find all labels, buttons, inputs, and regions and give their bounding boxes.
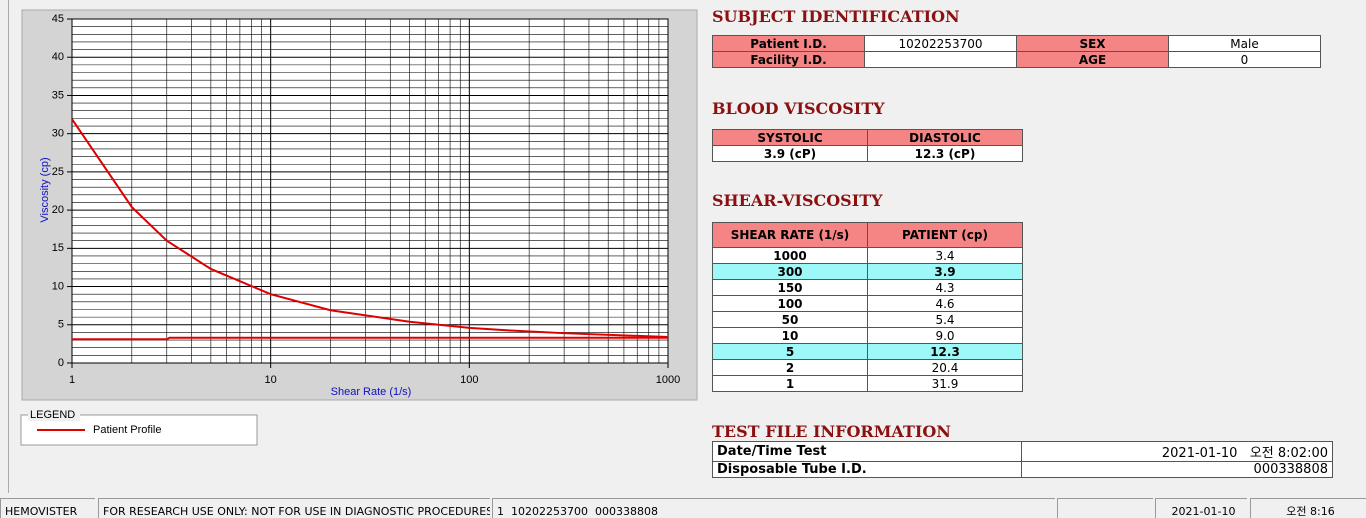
section-title: SUBJECT IDENTIFICATION (712, 7, 960, 26)
test-file-table: Date/Time Test 2021-01-10 오전 8:02:00 Dispo… (712, 441, 1333, 478)
header-cell: PATIENT (cp) (867, 222, 1023, 248)
value-cell: 12.3 (cP) (867, 145, 1023, 162)
table-row: 1 31.9 (712, 375, 1023, 392)
y-axis-label: Viscosity (cp) (39, 157, 51, 222)
status-panel (1057, 498, 1153, 518)
status-panel: HEMOVISTER (0, 498, 95, 518)
table-cell: 5 (712, 343, 868, 360)
chart-panel (8, 0, 699, 493)
value-cell: 000338808 (1021, 461, 1333, 478)
y-tick-label: 0 (58, 357, 64, 369)
chart: Shear Rate (1/s) Viscosity (cp) LEGEND 0… (20, 9, 698, 446)
y-tick-label: 5 (58, 319, 64, 331)
y-tick-label: 40 (52, 51, 64, 63)
label-cell: Patient I.D. (712, 35, 865, 52)
table-row: 10 9.0 (712, 327, 1023, 344)
table-cell: 31.9 (867, 375, 1023, 392)
table-cell: 150 (712, 279, 868, 296)
legend-title-bg (28, 409, 80, 421)
value-cell: 3.9 (cP) (712, 145, 868, 162)
section-title: TEST FILE INFORMATION (712, 422, 951, 441)
x-tick-label: 1000 (656, 374, 680, 386)
plot-area (72, 19, 668, 363)
table-row: 150 4.3 (712, 279, 1023, 296)
status-panel: FOR RESEARCH USE ONLY: NOT FOR USE IN DI… (98, 498, 490, 518)
status-panel: 1 10202253700 000338808 (492, 498, 1055, 518)
x-tick-label: 10 (265, 374, 277, 386)
header-cell: SYSTOLIC (712, 129, 868, 146)
table-cell: 3.4 (867, 247, 1023, 264)
table-cell: 20.4 (867, 359, 1023, 376)
section-title: SHEAR-VISCOSITY (712, 191, 883, 210)
label-cell: Facility I.D. (712, 51, 865, 68)
table-row: 1000 3.4 (712, 247, 1023, 264)
table-cell: 100 (712, 295, 868, 312)
value-cell (864, 51, 1017, 68)
table-cell: 2 (712, 359, 868, 376)
status-panel: 2021-01-10 (1155, 498, 1247, 518)
table-row: Date/Time Test 2021-01-10 오전 8:02:00 (712, 441, 1333, 462)
y-tick-label: 35 (52, 89, 64, 101)
legend-label: Patient Profile (93, 424, 161, 436)
x-tick-label: 100 (460, 374, 478, 386)
header-cell: SHEAR RATE (1/s) (712, 222, 868, 248)
label-cell: AGE (1016, 51, 1169, 68)
table-cell: 4.6 (867, 295, 1023, 312)
label-cell: Date/Time Test (712, 441, 1022, 462)
status-panel: 오전 8:16 (1250, 498, 1366, 518)
table-cell: 300 (712, 263, 868, 280)
y-tick-label: 30 (52, 128, 64, 140)
table-cell: 12.3 (867, 343, 1023, 360)
label-cell: SEX (1016, 35, 1169, 52)
header-cell: DIASTOLIC (867, 129, 1023, 146)
value-cell: 10202253700 (864, 35, 1017, 52)
table-cell: 10 (712, 327, 868, 344)
y-tick-label: 15 (52, 242, 64, 254)
table-row: 50 5.4 (712, 311, 1023, 328)
y-tick-label: 25 (52, 166, 64, 178)
label-cell: Disposable Tube I.D. (712, 461, 1022, 478)
y-tick-label: 20 (52, 204, 64, 216)
table-row: 100 4.6 (712, 295, 1023, 312)
value-cell: 2021-01-10 오전 8:02:00 (1021, 441, 1333, 462)
value-cell: 0 (1168, 51, 1321, 68)
plot-border (71, 18, 669, 364)
legend-title: LEGEND (30, 409, 75, 421)
table-row: 2 20.4 (712, 359, 1023, 376)
table-cell: 1000 (712, 247, 868, 264)
blood-viscosity-table: SYSTOLIC DIASTOLIC 3.9 (cP) 12.3 (cP) (712, 129, 1023, 162)
table-cell: 5.4 (867, 311, 1023, 328)
table-cell: 4.3 (867, 279, 1023, 296)
shear-viscosity-table: SHEAR RATE (1/s) PATIENT (cp) 1000 3.4 300 3… (712, 222, 1023, 392)
table-cell: 1 (712, 375, 868, 392)
table-cell: 50 (712, 311, 868, 328)
series-line (71, 118, 669, 339)
table-cell: 9.0 (867, 327, 1023, 344)
x-axis-label: Shear Rate (1/s) (331, 386, 412, 398)
y-tick-label: 10 (52, 280, 64, 292)
subject-table: Patient I.D. 10202253700 SEX Male Facility … (712, 35, 1321, 68)
value-cell: Male (1168, 35, 1321, 52)
table-cell: 3.9 (867, 263, 1023, 280)
series-line (72, 336, 668, 341)
table-row: Disposable Tube I.D. 000338808 (712, 461, 1333, 478)
table-row: 5 12.3 (712, 343, 1023, 360)
x-tick-label: 1 (69, 374, 75, 386)
y-tick-label: 45 (52, 13, 64, 25)
table-row: 300 3.9 (712, 263, 1023, 280)
section-title: BLOOD VISCOSITY (712, 99, 885, 118)
